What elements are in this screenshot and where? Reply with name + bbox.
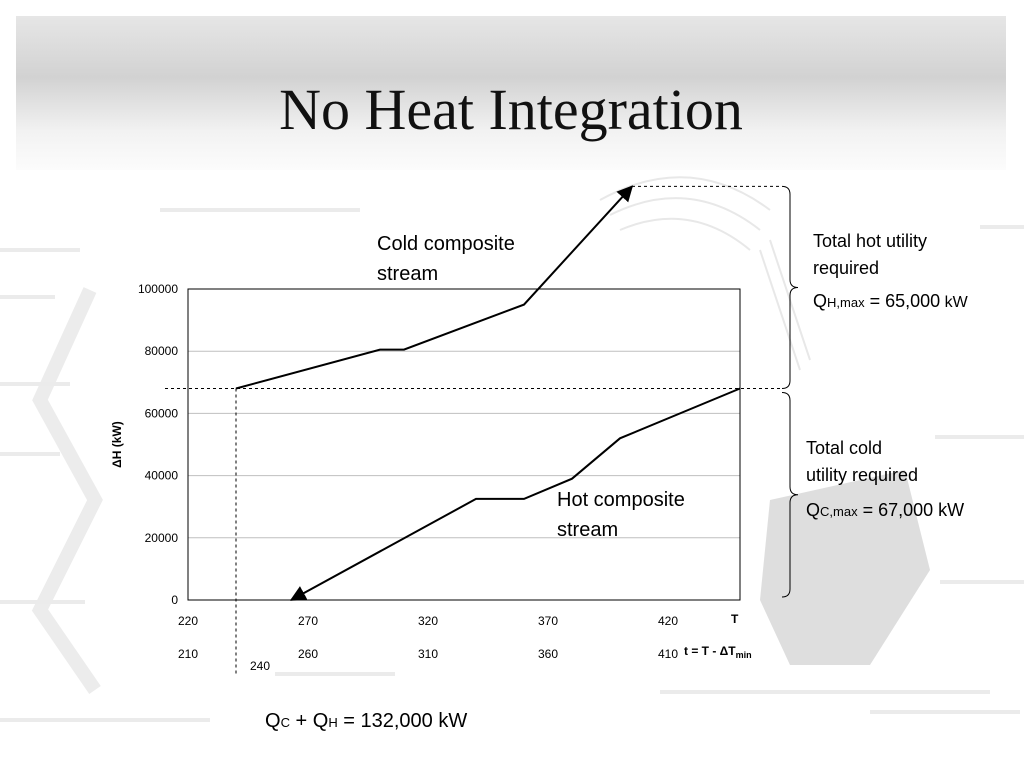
x-bottom-tick-label: 310 (418, 647, 438, 661)
cold-utility-line1: Total cold (806, 438, 883, 458)
y-tick-label: 40000 (145, 469, 179, 483)
title-bar: No Heat Integration (16, 16, 1006, 170)
x-bottom-tick-label: 240 (250, 659, 270, 673)
y-axis-label: ΔH (kW) (110, 421, 124, 468)
x-top-tick-labels: 220 270 320 370 420 (178, 614, 678, 628)
plot-area-frame (187, 288, 741, 601)
utility-braces (781, 185, 799, 598)
cold-utility-line2: utility required (806, 465, 919, 485)
y-tick-label: 100000 (138, 282, 178, 296)
x-bottom-axis-label: t = T - ΔTmin (684, 644, 752, 660)
x-bottom-tick-label: 410 (658, 647, 678, 661)
x-top-axis-label: T (731, 612, 739, 626)
y-tick-label: 20000 (145, 531, 179, 545)
hot-composite-line (289, 387, 741, 601)
x-top-tick-label: 220 (178, 614, 198, 628)
cold-utility-brace (781, 392, 799, 598)
cold-utility-value: QC,max = 67,000 kW (806, 500, 965, 520)
x-top-tick-label: 370 (538, 614, 558, 628)
hot-composite-label: Hot composite stream (557, 489, 685, 541)
y-tick-label: 60000 (145, 406, 179, 420)
x-top-tick-label: 270 (298, 614, 318, 628)
background-decoration (0, 176, 1024, 722)
total-utility-equation: QC + QH = 132,000 kW (265, 710, 468, 732)
hot-utility-value: QH,max = 65,000 kW (813, 291, 968, 311)
x-top-tick-label: 320 (418, 614, 438, 628)
x-bottom-tick-label: 260 (298, 647, 318, 661)
series-lines (235, 185, 741, 601)
y-tick-label: 0 (171, 593, 178, 607)
slide-title: No Heat Integration (279, 77, 743, 142)
x-bottom-tick-labels: 210 240 260 310 360 410 (178, 647, 678, 673)
x-top-tick-label: 420 (658, 614, 678, 628)
cold-composite-label: Cold composite stream (377, 233, 515, 285)
y-tick-label: 80000 (145, 344, 179, 358)
guide-lines (165, 185, 782, 675)
cold-composite-line (235, 185, 634, 390)
y-tick-labels: 0 20000 40000 60000 80000 100000 (138, 282, 178, 607)
x-bottom-tick-label: 210 (178, 647, 198, 661)
hot-utility-line2: required (813, 258, 880, 278)
hot-utility-brace (781, 185, 799, 390)
x-bottom-tick-label: 360 (538, 647, 558, 661)
hot-utility-line1: Total hot utility (813, 231, 928, 251)
